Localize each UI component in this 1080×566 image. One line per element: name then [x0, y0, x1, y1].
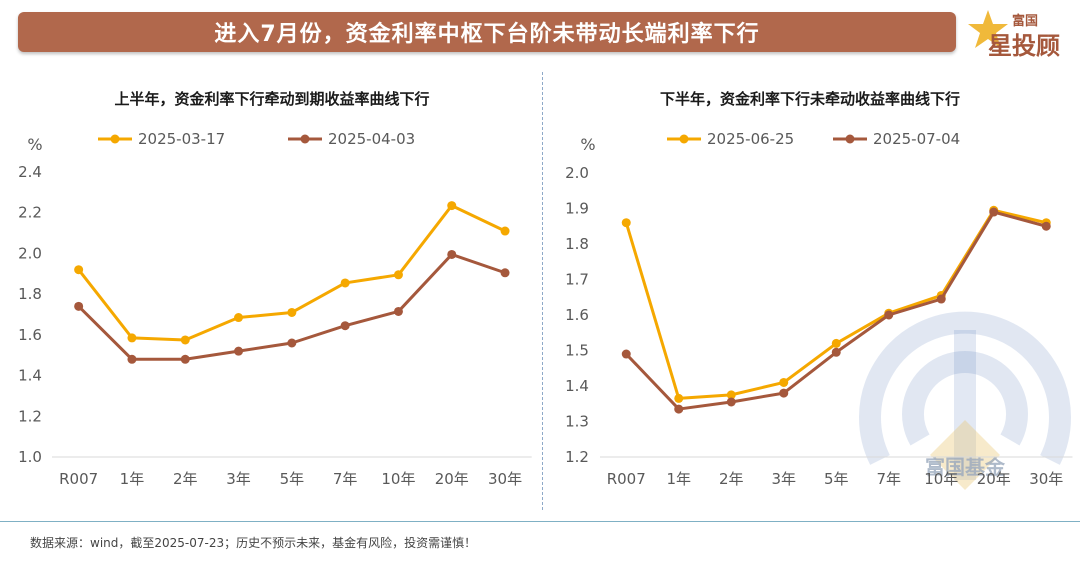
y-tick-label: 2.2 — [18, 204, 42, 222]
data-point-2025-04-03-30年 — [500, 268, 510, 278]
y-tick-label: 2.0 — [18, 244, 42, 262]
y-tick-label: 1.0 — [18, 448, 42, 466]
x-tick-label: 5年 — [824, 470, 849, 488]
chart-title: 上半年，资金利率下行牵动到期收益率曲线下行 — [114, 90, 429, 108]
footer-rule — [0, 521, 1080, 522]
data-point-2025-03-17-10年 — [393, 270, 403, 280]
y-unit-label: % — [580, 135, 595, 154]
x-tick-label: 2年 — [173, 470, 198, 488]
y-tick-label: 1.8 — [18, 285, 42, 303]
data-point-2025-07-04-3年 — [779, 388, 789, 398]
title-banner: 进入7月份，资金利率中枢下台阶未带动长端利率下行 — [18, 12, 956, 52]
page-title: 进入7月份，资金利率中枢下台阶未带动长端利率下行 — [214, 22, 760, 47]
y-tick-label: 1.4 — [565, 377, 589, 395]
legend-label: 2025-04-03 — [328, 130, 415, 148]
data-point-2025-03-17-2年 — [180, 335, 190, 345]
x-tick-label: 3年 — [771, 470, 796, 488]
data-point-2025-04-03-5年 — [287, 338, 297, 348]
data-point-2025-04-03-10年 — [393, 306, 403, 316]
data-point-2025-03-17-7年 — [340, 278, 350, 288]
y-tick-label: 1.9 — [565, 200, 589, 218]
legend-marker-2025-06-25 — [679, 134, 689, 144]
x-tick-label: 7年 — [333, 470, 358, 488]
y-tick-label: 1.7 — [565, 271, 589, 289]
legend-label: 2025-03-17 — [138, 130, 225, 148]
logo-top-text: 富国 — [1012, 14, 1039, 29]
data-point-2025-04-03-2年 — [180, 354, 190, 364]
data-point-2025-04-03-3年 — [234, 346, 244, 356]
data-point-2025-07-04-30年 — [1041, 221, 1051, 231]
legend-marker-2025-07-04 — [845, 134, 855, 144]
data-point-2025-03-17-3年 — [234, 313, 244, 323]
data-point-2025-04-03-1年 — [127, 354, 137, 364]
y-tick-label: 1.2 — [565, 448, 589, 466]
panel-divider — [542, 72, 543, 510]
data-point-2025-03-17-5年 — [287, 307, 297, 317]
y-tick-label: 1.6 — [18, 326, 42, 344]
x-tick-label: 10年 — [924, 470, 958, 488]
legend-marker-2025-03-17 — [110, 134, 120, 144]
series-line-2025-06-25 — [624, 208, 1047, 400]
x-tick-label: 1年 — [120, 470, 145, 488]
x-tick-label: 20年 — [435, 470, 469, 488]
x-tick-label: 1年 — [666, 470, 691, 488]
y-tick-label: 1.6 — [565, 306, 589, 324]
data-point-2025-07-04-10年 — [936, 294, 946, 304]
x-tick-label: 30年 — [488, 470, 522, 488]
brand-logo: 富国 星投顾 — [966, 4, 1074, 60]
data-point-2025-07-04-5年 — [831, 347, 841, 357]
y-tick-label: 2.0 — [565, 164, 589, 182]
data-point-2025-06-25-2年 — [726, 390, 736, 400]
data-point-2025-04-03-7年 — [340, 321, 350, 331]
x-tick-label: 10年 — [381, 470, 415, 488]
data-point-2025-06-25-3年 — [779, 377, 789, 387]
y-tick-label: 1.2 — [18, 407, 42, 425]
x-tick-label: 5年 — [280, 470, 305, 488]
data-point-2025-03-17-R007 — [74, 265, 84, 275]
chart-second-half: 下半年，资金利率下行未牵动收益率曲线下行% 2025-06-25 2025-07-0… — [565, 90, 1073, 488]
data-point-2025-07-04-1年 — [674, 404, 684, 414]
y-tick-label: 1.4 — [18, 367, 42, 385]
x-tick-label: 7年 — [876, 470, 901, 488]
x-tick-label: R007 — [59, 470, 98, 488]
data-point-2025-03-17-20年 — [447, 201, 457, 211]
legend-marker-2025-04-03 — [300, 134, 310, 144]
data-point-2025-07-04-20年 — [989, 207, 999, 217]
legend-label: 2025-06-25 — [707, 130, 794, 148]
data-point-2025-07-04-2年 — [726, 397, 736, 407]
series-line-2025-07-04 — [625, 210, 1047, 411]
legend-label: 2025-07-04 — [873, 130, 960, 148]
data-point-2025-07-04-7年 — [884, 310, 894, 320]
x-tick-label: 20年 — [977, 470, 1011, 488]
chart-first-half: 上半年，资金利率下行牵动到期收益率曲线下行% 2025-03-17 2025-04-… — [18, 90, 532, 488]
data-point-2025-07-04-R007 — [621, 349, 631, 359]
y-tick-label: 1.3 — [565, 413, 589, 431]
series-line-2025-03-17 — [77, 204, 506, 342]
data-point-2025-06-25-1年 — [674, 393, 684, 403]
data-point-2025-03-17-1年 — [127, 333, 137, 343]
y-tick-label: 1.5 — [565, 342, 589, 360]
data-point-2025-04-03-R007 — [74, 301, 84, 311]
data-point-2025-06-25-R007 — [621, 218, 631, 228]
star-icon — [968, 10, 1008, 48]
logo-main-text: 星投顾 — [988, 32, 1060, 60]
x-tick-label: R007 — [607, 470, 646, 488]
x-tick-label: 2年 — [719, 470, 744, 488]
data-point-2025-04-03-20年 — [447, 249, 457, 259]
data-point-2025-06-25-5年 — [831, 338, 841, 348]
y-tick-label: 1.8 — [565, 235, 589, 253]
data-point-2025-03-17-30年 — [500, 226, 510, 236]
y-unit-label: % — [27, 135, 42, 154]
data-source-note: 数据来源：wind，截至2025-07-23；历史不预示未来，基金有风险，投资需… — [30, 536, 477, 550]
y-tick-label: 2.4 — [18, 163, 42, 181]
x-tick-label: 30年 — [1029, 470, 1063, 488]
chart-title: 下半年，资金利率下行未牵动收益率曲线下行 — [660, 90, 960, 108]
x-tick-label: 3年 — [226, 470, 251, 488]
